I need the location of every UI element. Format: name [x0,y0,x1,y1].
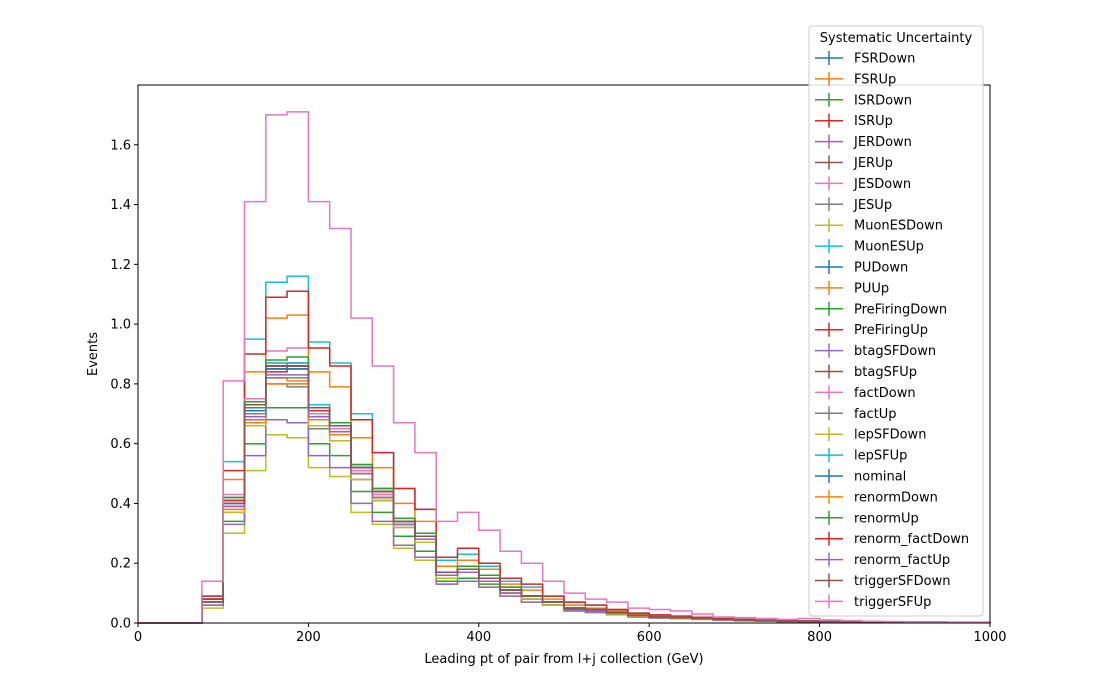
x-tick-label-5: 1000 [973,630,1006,645]
legend-item-9: MuonESUp [815,239,924,255]
legend-item-19: lepSFUp [815,448,907,464]
legend-label-17: factUp [854,407,897,422]
y-tick-label-1: 0.2 [110,557,131,572]
legend-item-7: JESUp [815,197,892,213]
legend-item-21: renormDown [815,489,938,505]
y-tick-label-6: 1.2 [110,258,131,273]
legend-item-14: btagSFDown [815,343,936,359]
legend-label-16: factDown [854,386,916,401]
x-tick-label-2: 400 [466,630,491,645]
legend-label-21: renormDown [854,490,938,505]
legend-item-8: MuonESDown [815,218,943,234]
series-line-25 [138,365,991,624]
legend-label-13: PreFiringUp [854,323,928,338]
legend-item-12: PreFiringDown [815,301,947,317]
legend-item-11: PUUp [815,280,889,296]
legend-label-25: triggerSFDown [854,574,950,589]
legend-label-4: JERDown [853,135,912,150]
legend-item-6: JESDown [815,176,911,192]
legend-item-24: renorm_factUp [815,552,950,568]
y-tick-label-2: 0.4 [110,497,131,512]
x-axis-ticks: 0 200 400 600 800 1000 [134,623,1007,645]
legend-label-6: JESDown [853,177,911,192]
legend-label-24: renorm_factUp [854,553,950,568]
legend-label-0: FSRDown [854,52,915,67]
plot-frame [137,84,991,624]
series-line-26 [138,111,991,624]
legend-label-14: btagSFDown [854,344,936,359]
y-tick-label-8: 1.6 [110,138,131,153]
legend-label-2: ISRDown [854,93,912,108]
x-axis-label: Leading pt of pair from l+j collection (… [424,652,703,667]
legend-label-5: JERUp [853,156,893,171]
legend: Systematic Uncertainty FSRDown FSRUp ISRDo… [808,25,984,617]
legend-item-26: triggerSFUp [815,594,931,610]
legend-item-20: nominal [815,469,906,485]
legend-item-1: FSRUp [815,71,896,87]
x-tick-label-4: 800 [807,630,832,645]
legend-item-15: btagSFUp [815,364,917,380]
y-tick-label-7: 1.4 [110,198,131,213]
histogram-series-group [138,111,991,624]
legend-label-19: lepSFUp [854,449,907,464]
y-axis-ticks: 0.0 0.2 0.4 0.6 0.8 1.0 1.2 1.4 1.6 [110,138,138,632]
x-tick-label-1: 200 [296,630,321,645]
y-tick-label-3: 0.6 [110,437,131,452]
legend-label-3: ISRUp [854,114,893,129]
legend-label-11: PUUp [854,281,889,296]
legend-item-16: factDown [815,385,916,401]
legend-item-0: FSRDown [815,51,915,67]
y-tick-label-4: 0.8 [110,377,131,392]
y-axis-label: Events [86,332,101,376]
legend-item-22: renormUp [815,510,919,526]
legend-label-18: lepSFDown [854,428,926,443]
legend-item-10: PUDown [815,260,908,276]
legend-item-3: ISRUp [815,113,893,129]
legend-label-12: PreFiringDown [854,302,947,317]
legend-label-22: renormUp [854,511,919,526]
legend-item-17: factUp [815,406,897,422]
legend-label-7: JESUp [853,198,892,213]
legend-item-2: ISRDown [815,92,912,108]
legend-label-8: MuonESDown [854,219,943,234]
x-tick-label-3: 600 [637,630,662,645]
legend-label-15: btagSFUp [854,365,917,380]
legend-label-20: nominal [854,470,906,485]
x-tick-label-0: 0 [134,630,142,645]
y-tick-label-0: 0.0 [110,617,131,632]
y-tick-label-5: 1.0 [110,318,131,333]
legend-item-25: triggerSFDown [815,573,950,589]
legend-label-9: MuonESUp [854,240,924,255]
legend-label-10: PUDown [854,261,908,276]
legend-item-18: lepSFDown [815,427,926,443]
legend-box [808,25,984,617]
legend-item-5: JERUp [815,155,893,171]
legend-title: Systematic Uncertainty [820,31,973,46]
legend-item-13: PreFiringUp [815,322,928,338]
legend-label-1: FSRUp [854,72,896,87]
legend-label-26: triggerSFUp [854,595,931,610]
legend-label-23: renorm_factDown [854,532,969,547]
legend-item-23: renorm_factDown [815,531,969,547]
legend-item-4: JERDown [815,134,912,150]
